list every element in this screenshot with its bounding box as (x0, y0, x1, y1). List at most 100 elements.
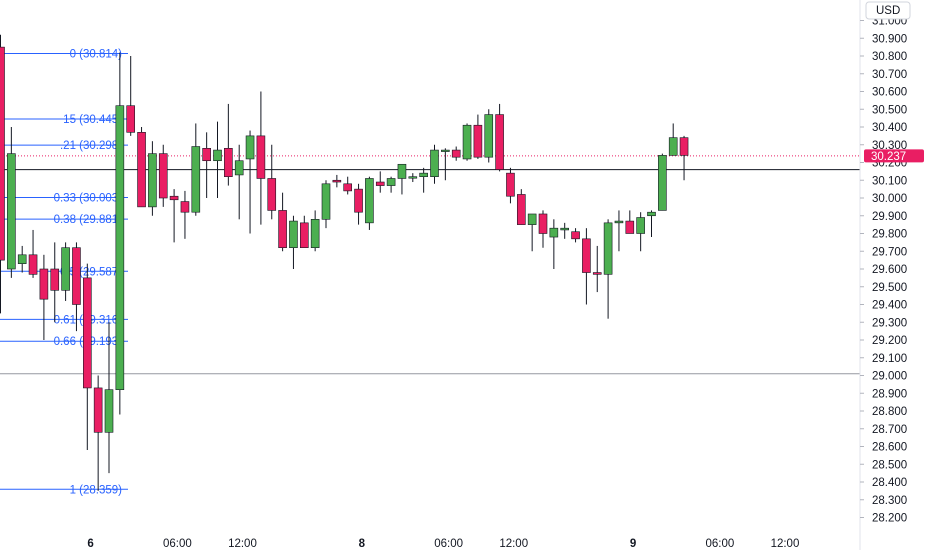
price-tick-label: 30.600 (872, 87, 907, 99)
candle-body (310, 219, 320, 249)
candle-body (571, 231, 580, 240)
candle-up (430, 144, 439, 184)
candle-body (180, 201, 190, 213)
fib-level-label: 1 (28.359) (70, 484, 123, 496)
candle-up (614, 210, 624, 252)
fib-level-label: 0.38 (29.881) (54, 214, 123, 226)
fibonacci-retracement[interactable]: 0 (30.814) 15 (30.445) .21 (30.298) 0.33 (3… (0, 49, 128, 497)
price-axis[interactable]: 28.200 28.300 28.400 28.500 28.600 28.700 28.8… (859, 0, 932, 550)
candle-up (104, 322, 114, 474)
candle-body (289, 220, 298, 248)
candle-up (647, 210, 656, 238)
candle-up (386, 176, 396, 193)
candle-down (354, 183, 363, 225)
candle-down (375, 171, 385, 193)
candle-body (473, 124, 483, 158)
candle-body (625, 220, 635, 234)
candle-body (679, 137, 689, 156)
candle-up (408, 173, 418, 183)
candle-down (299, 215, 309, 249)
candle-up (560, 222, 570, 239)
candle-body (343, 183, 353, 192)
candle-up (148, 141, 157, 216)
candle-body (83, 277, 92, 389)
candle-up (7, 127, 16, 278)
candle-body (516, 194, 526, 225)
candle-body (365, 178, 374, 224)
fib-level-label: 0.33 (30.003) (54, 192, 123, 204)
candle-down (278, 192, 287, 252)
price-tick-label: 30.100 (872, 175, 907, 187)
price-tick-label: 29.200 (872, 335, 907, 347)
candle-body (560, 227, 570, 231)
candle-down (126, 56, 135, 136)
candle-body (61, 247, 70, 291)
candle-down (343, 176, 353, 195)
candle-body (506, 172, 515, 197)
candle-down (625, 210, 635, 234)
time-axis-label: 12:00 (228, 538, 257, 550)
currency-label-group[interactable]: USD (865, 1, 911, 20)
price-tick-label: 28.900 (872, 388, 907, 400)
candle-body (126, 105, 135, 133)
candle-body (17, 254, 27, 264)
candle-body (202, 148, 211, 162)
candle-body (332, 179, 342, 183)
fib-level-label: 0 (30.814) (70, 49, 123, 61)
candle-down (473, 114, 483, 159)
candle-down (83, 263, 92, 451)
candle-up (191, 123, 201, 216)
candle-down (158, 144, 168, 207)
price-tick-label: 29.000 (872, 371, 907, 383)
price-tick-label: 29.700 (872, 246, 907, 258)
candle-body (137, 132, 146, 208)
price-tick-label: 30.300 (872, 140, 907, 152)
price-tick-label: 30.800 (872, 51, 907, 63)
candle-down (202, 132, 211, 198)
candle-body (234, 160, 244, 176)
candle-up (549, 219, 559, 269)
candle-body (527, 213, 537, 225)
currency-label-box[interactable] (865, 1, 911, 20)
candle-down (50, 242, 60, 323)
candle-body (451, 149, 461, 158)
candle-body (191, 146, 201, 213)
candle-body (0, 46, 5, 261)
candle-body (386, 178, 396, 186)
candle-body (397, 163, 407, 179)
time-axis-label: 06:00 (705, 538, 734, 550)
time-axis[interactable]: 6 06:00 12:00 8 06:00 12:00 9 06:00 12:00 (87, 538, 799, 550)
candle-body (169, 195, 179, 201)
candle-body (603, 222, 613, 275)
candle-down (169, 189, 179, 243)
price-tick-label: 30.500 (872, 104, 907, 116)
price-tick-label: 29.900 (872, 211, 907, 223)
candle-down (180, 190, 190, 239)
price-tick-label: 30.700 (872, 69, 907, 81)
candle-down (506, 167, 515, 204)
candle-up (289, 215, 298, 269)
candle-up (603, 219, 613, 319)
candle-up (527, 213, 537, 252)
candle-down (592, 245, 602, 293)
candle-body (115, 105, 125, 390)
candle-down (332, 174, 342, 188)
last-price-label: 30.237 (871, 151, 906, 163)
candle-up (245, 130, 255, 234)
last-price-tag: 30.237 (864, 149, 924, 163)
candle-down (28, 229, 38, 278)
candle-body (50, 268, 60, 291)
candle-body (354, 188, 363, 213)
time-axis-label: 12:00 (771, 538, 800, 550)
candle-body (39, 268, 49, 300)
candle-up (484, 109, 494, 163)
candle-body (104, 389, 114, 433)
time-axis-label: 06:00 (163, 538, 192, 550)
candle-up (419, 167, 428, 193)
candle-body (299, 222, 309, 249)
candle-body (321, 183, 331, 220)
candle-body (462, 124, 472, 160)
last-price-tag-bg (864, 149, 924, 163)
candle-body (658, 155, 667, 211)
